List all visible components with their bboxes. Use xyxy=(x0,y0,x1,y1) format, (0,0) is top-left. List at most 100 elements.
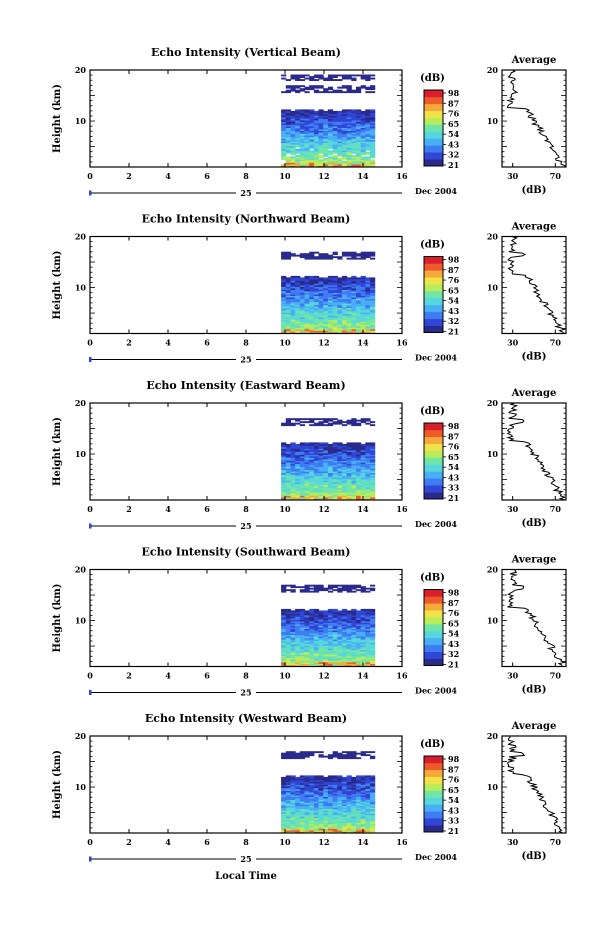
heatmap-cell xyxy=(346,652,352,655)
heatmap-cell xyxy=(346,123,352,125)
heatmap-cell xyxy=(295,117,301,119)
heatmap-cell xyxy=(360,483,366,486)
heatmap-cell xyxy=(313,312,320,315)
heatmap-cell xyxy=(332,819,338,822)
heatmap-cell xyxy=(370,151,376,154)
heatmap-cell xyxy=(356,298,362,301)
heatmap-cell xyxy=(337,118,343,121)
heatmap-cell xyxy=(299,816,305,819)
heatmap-cell xyxy=(370,283,376,286)
heatmap-cell xyxy=(370,316,376,319)
heatmap-cell xyxy=(281,663,287,666)
heatmap-cell xyxy=(327,825,334,828)
heatmap-cell xyxy=(365,820,371,823)
heatmap-cell xyxy=(281,804,287,807)
heatmap-cell xyxy=(332,495,338,498)
heatmap-cell xyxy=(295,828,301,831)
heatmap-cell xyxy=(281,778,287,781)
heatmap-cell xyxy=(370,652,376,655)
x-tick-label: 14 xyxy=(357,837,369,847)
heatmap-cell xyxy=(365,810,371,813)
x-tick-label: 12 xyxy=(318,837,329,847)
heatmap-cell xyxy=(370,780,376,782)
heatmap-cell xyxy=(356,757,362,760)
heatmap-cell xyxy=(365,658,371,661)
heatmap-cell xyxy=(356,657,362,660)
heatmap-cell xyxy=(360,799,366,802)
heatmap-cell xyxy=(281,640,287,643)
heatmap-cell xyxy=(285,453,291,455)
heatmap-cell xyxy=(327,77,334,80)
heatmap-cell xyxy=(295,110,301,113)
heatmap-cell xyxy=(356,114,362,116)
heatmap-cell xyxy=(323,138,329,141)
heatmap-cell xyxy=(360,145,366,148)
heatmap-cell xyxy=(370,784,376,787)
heatmap-cell xyxy=(365,443,371,446)
heatmap-cell xyxy=(290,76,296,78)
heatmap-cell xyxy=(285,277,291,280)
heatmap-cell xyxy=(318,159,324,162)
x-tick-label: 0 xyxy=(87,504,93,514)
day-marker xyxy=(89,190,92,196)
heatmap-cell xyxy=(299,315,305,318)
heatmap-cell xyxy=(290,825,296,828)
heatmap-cell xyxy=(332,135,338,138)
heatmap-cell xyxy=(365,286,371,289)
heatmap-cell xyxy=(360,312,366,315)
heatmap-cell xyxy=(360,477,366,480)
heatmap-cell xyxy=(332,313,338,316)
heatmap-cell xyxy=(365,822,371,825)
heatmap-cell xyxy=(337,793,343,796)
heatmap-cell xyxy=(295,460,301,463)
heatmap-cell xyxy=(309,288,315,290)
heatmap-cell xyxy=(295,295,301,298)
heatmap-cell xyxy=(356,456,362,458)
heatmap-cell xyxy=(309,584,315,587)
heatmap-cell xyxy=(356,286,362,289)
heatmap-cell xyxy=(341,112,348,115)
heatmap-cell xyxy=(346,153,352,156)
x-axis-label: Local Time xyxy=(215,871,277,882)
heatmap-cell xyxy=(304,313,310,316)
heatmap-cell xyxy=(313,133,320,136)
heatmap-cell xyxy=(313,150,320,153)
heatmap-cell xyxy=(360,817,366,820)
heatmap-cell xyxy=(356,133,362,136)
heatmap-cell xyxy=(356,117,362,119)
heatmap-cell xyxy=(304,796,310,799)
heatmap-cell xyxy=(318,142,324,145)
heatmap-cell xyxy=(285,645,291,648)
heatmap-cell xyxy=(346,282,352,284)
heatmap-cell xyxy=(351,133,357,136)
heatmap-cell xyxy=(318,484,324,487)
heatmap-cell xyxy=(370,813,376,816)
heatmap-cell xyxy=(318,631,324,634)
heatmap-cell xyxy=(356,295,362,298)
heatmap-cell xyxy=(323,793,329,796)
heatmap-cell xyxy=(318,589,324,592)
heatmap-cell xyxy=(313,442,320,445)
heatmap-cell xyxy=(327,655,334,658)
heatmap-cell xyxy=(341,587,348,590)
heatmap-cell xyxy=(351,327,357,330)
heatmap-cell xyxy=(360,586,366,589)
heatmap-cell xyxy=(323,828,329,831)
heatmap-cell xyxy=(346,826,352,829)
heatmap-cell xyxy=(318,109,324,112)
heatmap-cell xyxy=(370,424,376,427)
heatmap-cell xyxy=(304,291,310,293)
heatmap-cell xyxy=(365,633,371,636)
heatmap-cell xyxy=(304,627,310,629)
heatmap-cell xyxy=(370,123,376,125)
heatmap-cell xyxy=(360,796,366,799)
heatmap-cell xyxy=(327,817,334,820)
heatmap-cell xyxy=(351,811,357,814)
heatmap-cell xyxy=(346,304,352,307)
heatmap-cell xyxy=(351,322,357,325)
colorbar-tick-label: 98 xyxy=(448,88,460,98)
heatmap-cell xyxy=(346,325,352,328)
heatmap-cell xyxy=(318,139,324,142)
heatmap-cell xyxy=(356,492,362,495)
heatmap-cell xyxy=(351,91,357,94)
